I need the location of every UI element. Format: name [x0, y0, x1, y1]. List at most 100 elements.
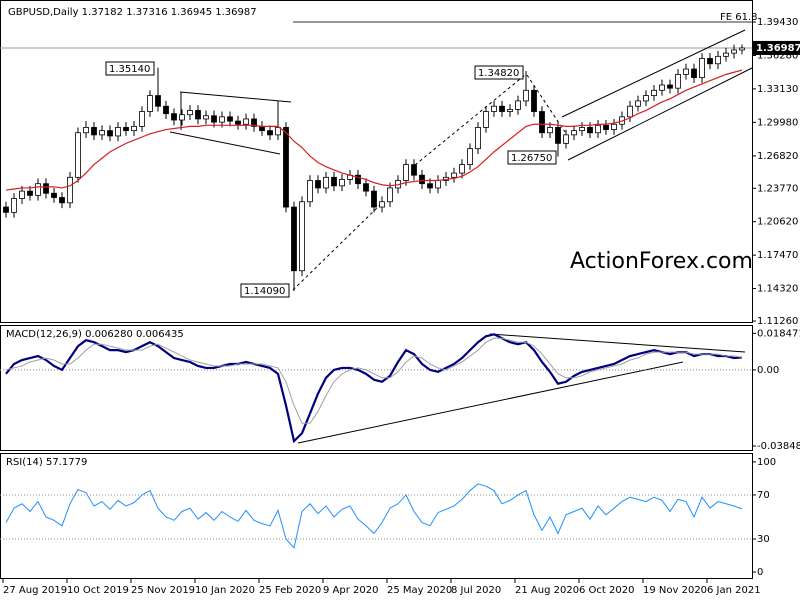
candle-body: [739, 47, 745, 51]
last-price-box: [752, 40, 800, 55]
candle-body: [107, 130, 113, 137]
candle-body: [643, 95, 649, 102]
candle-body: [91, 127, 97, 136]
candle-body: [523, 89, 529, 102]
candle-body: [683, 68, 689, 75]
candle-body: [283, 127, 289, 208]
chart-title: GBPUSD,Daily 1.37182 1.37316 1.36945 1.3…: [8, 7, 257, 18]
candle-body: [691, 68, 697, 78]
x-tick-label: 8 Jul 2020: [451, 585, 501, 596]
rsi-panel-frame: [0, 453, 753, 579]
rsi-title: RSI(14) 57.1779: [6, 457, 87, 468]
candle-body: [267, 130, 273, 136]
candle-body: [323, 176, 329, 189]
candle-body: [171, 113, 177, 121]
y-tick-label: 30: [757, 534, 770, 545]
candle-body: [635, 100, 641, 107]
annotation: FE 61.8: [720, 12, 758, 23]
y-tick-label: 1.11260: [757, 316, 798, 327]
annotations: 1.35140 1.34820 1.26750 1.14090 FE 61.8: [105, 12, 758, 298]
candle-body: [563, 134, 569, 144]
x-tick-label: 6 Oct 2020: [579, 585, 634, 596]
candle-body: [571, 130, 577, 136]
triangle-lower: [169, 131, 281, 155]
triangle-upper: [179, 91, 292, 103]
annotation: 1.14090: [244, 286, 285, 297]
candle-body: [163, 105, 169, 115]
candle-body: [435, 180, 441, 189]
candle-body: [219, 116, 225, 123]
candle-body: [211, 115, 217, 123]
series-line: [5, 337, 743, 424]
candle-body: [131, 125, 137, 132]
x-tick-label: 25 Feb 2020: [259, 585, 321, 596]
annotation-box: [105, 61, 155, 76]
x-tick-label: 10 Jan 2020: [195, 585, 255, 596]
candle-body: [291, 206, 297, 272]
candle-body: [35, 183, 41, 196]
candle-body: [339, 179, 345, 187]
x-tick-label: 6 Jan 2021: [707, 585, 761, 596]
macd-trendline: [297, 361, 684, 444]
y-tick-label: 1.26820: [757, 151, 798, 162]
candle-body: [547, 127, 553, 134]
macd-panel-frame: [0, 325, 753, 451]
candle-body: [595, 124, 601, 134]
candle-body: [483, 111, 489, 128]
y-tick-label: 0.00: [757, 365, 779, 376]
series-line: [5, 333, 743, 444]
y-tick-label: 1.29980: [757, 117, 798, 128]
candle-body: [379, 201, 385, 208]
candle-body: [611, 123, 617, 130]
candle-body: [475, 127, 481, 150]
candle-body: [227, 116, 233, 122]
candle-body: [115, 127, 121, 137]
candle-body: [363, 183, 369, 192]
channel-upper: [561, 29, 746, 118]
candle-body: [467, 148, 473, 165]
candle-body: [147, 95, 153, 112]
y-tick-label: 70: [757, 490, 770, 501]
y-tick-label: 1.20620: [757, 217, 798, 228]
y-tick-label: 1.17470: [757, 250, 798, 261]
frames: [0, 0, 753, 579]
candle-body: [299, 201, 305, 272]
candle-body: [371, 190, 377, 208]
candle-body: [419, 174, 425, 185]
candle-body: [155, 95, 161, 107]
candle-body: [11, 198, 17, 213]
candle-body: [331, 176, 337, 187]
x-tick-label: 10 Oct 2019: [67, 585, 129, 596]
annotation: 1.35140: [109, 64, 150, 75]
candle-body: [27, 190, 33, 196]
candle-body: [579, 127, 585, 132]
y-tick-label: 1.23770: [757, 183, 798, 194]
last-price-label: 1.36987: [756, 43, 800, 54]
x-tick-label: 25 Nov 2019: [131, 585, 195, 596]
watermark: ActionForex.com: [570, 249, 753, 274]
macd-title: MACD(12,26,9) 0.006280 0.006435: [6, 329, 184, 340]
candle-body: [19, 190, 25, 199]
candle-body: [659, 84, 665, 91]
candle-body: [531, 89, 537, 112]
candle-body: [75, 132, 81, 178]
candle-body: [243, 118, 249, 125]
trendlines: [0, 21, 753, 444]
series-line: [5, 483, 743, 549]
candle-body: [707, 58, 713, 65]
candle-body: [43, 183, 49, 194]
macd-trendline: [489, 333, 746, 353]
x-tick-label: 25 May 2020: [387, 585, 452, 596]
x-tick-label: 27 Aug 2019: [3, 585, 67, 596]
candle-body: [59, 197, 65, 204]
annotation-box: [507, 150, 557, 165]
candle-body: [315, 180, 321, 189]
y-tick-label: 1.33130: [757, 84, 798, 95]
candle-body: [251, 118, 257, 127]
candle-body: [667, 84, 673, 89]
candle-body: [203, 115, 209, 120]
candle-body: [139, 111, 145, 127]
price-panel-frame: [0, 0, 753, 323]
